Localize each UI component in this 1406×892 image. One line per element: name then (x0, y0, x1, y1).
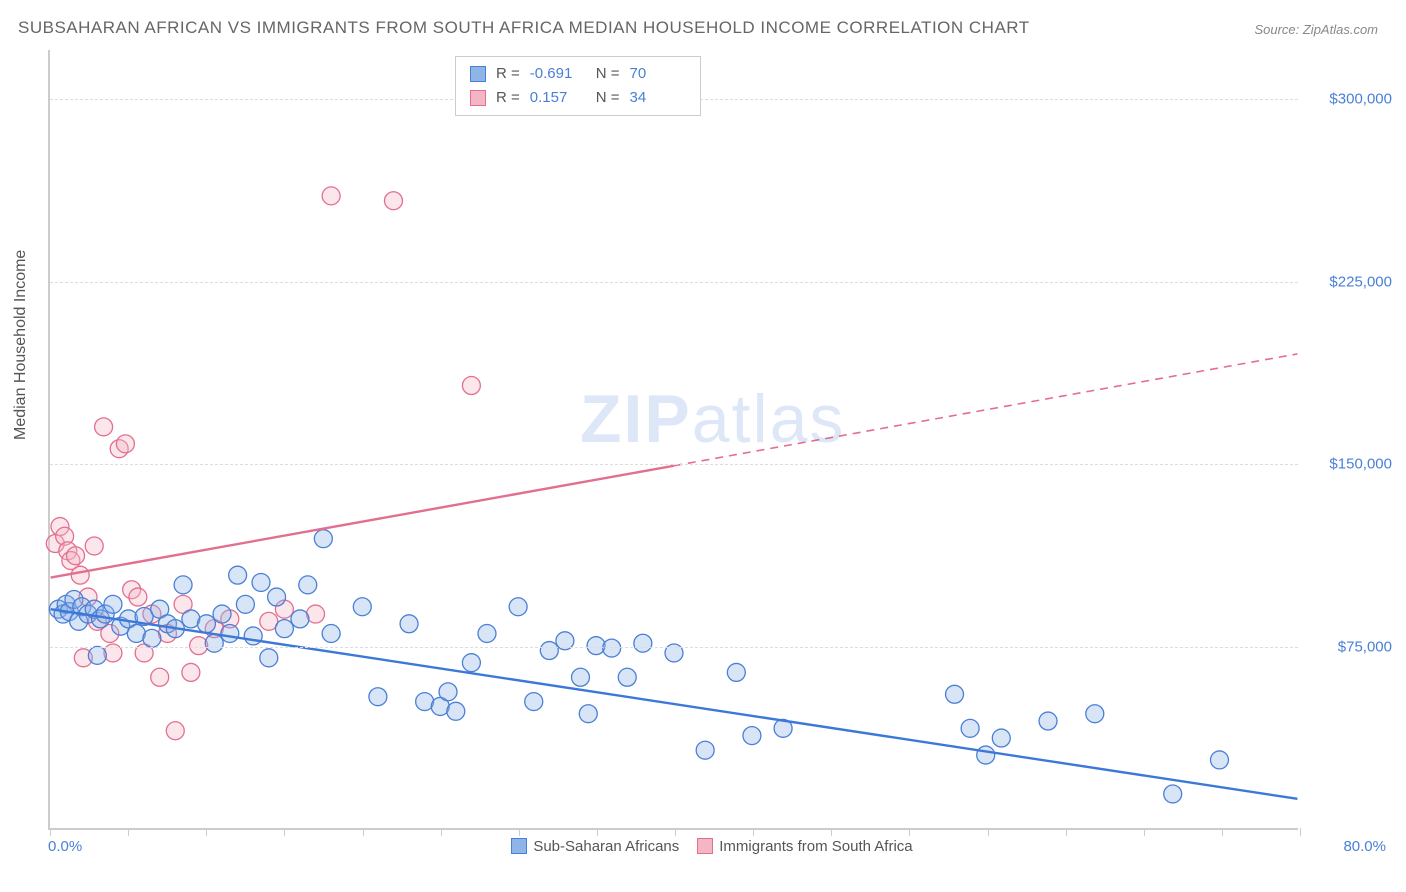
data-point[interactable] (116, 435, 134, 453)
data-point[interactable] (618, 668, 636, 686)
data-point[interactable] (478, 625, 496, 643)
data-point[interactable] (151, 668, 169, 686)
regression-line-extrapolated (674, 354, 1297, 466)
data-point[interactable] (85, 537, 103, 555)
data-point[interactable] (129, 588, 147, 606)
data-point[interactable] (579, 705, 597, 723)
data-point[interactable] (236, 595, 254, 613)
data-point[interactable] (291, 610, 309, 628)
x-tick (988, 828, 989, 836)
chart-svg (50, 50, 1298, 828)
y-tick-label: $75,000 (1304, 639, 1392, 656)
legend-swatch (511, 838, 527, 854)
data-point[interactable] (314, 530, 332, 548)
x-tick (519, 828, 520, 836)
data-point[interactable] (509, 598, 527, 616)
y-tick-label: $300,000 (1304, 90, 1392, 107)
data-point[interactable] (252, 573, 270, 591)
regression-line (51, 609, 1298, 799)
data-point[interactable] (205, 634, 223, 652)
data-point[interactable] (525, 693, 543, 711)
data-point[interactable] (727, 663, 745, 681)
x-tick (206, 828, 207, 836)
data-point[interactable] (946, 685, 964, 703)
bottom-legend: Sub-Saharan Africans Immigrants from Sout… (0, 838, 1406, 855)
data-point[interactable] (977, 746, 995, 764)
data-point[interactable] (1086, 705, 1104, 723)
x-tick (363, 828, 364, 836)
legend-swatch (470, 90, 486, 106)
data-point[interactable] (268, 588, 286, 606)
data-point[interactable] (353, 598, 371, 616)
x-tick (909, 828, 910, 836)
x-tick (1144, 828, 1145, 836)
x-tick (441, 828, 442, 836)
data-point[interactable] (961, 719, 979, 737)
x-tick (597, 828, 598, 836)
data-point[interactable] (369, 688, 387, 706)
y-axis-label: Median Household Income (12, 250, 30, 440)
gridline (50, 647, 1298, 648)
data-point[interactable] (384, 192, 402, 210)
gridline (50, 282, 1298, 283)
data-point[interactable] (743, 727, 761, 745)
data-point[interactable] (572, 668, 590, 686)
data-point[interactable] (439, 683, 457, 701)
x-tick (1222, 828, 1223, 836)
data-point[interactable] (1039, 712, 1057, 730)
chart-title: SUBSAHARAN AFRICAN VS IMMIGRANTS FROM SO… (18, 18, 1030, 38)
data-point[interactable] (229, 566, 247, 584)
legend-label: Sub-Saharan Africans (533, 838, 679, 855)
x-tick (831, 828, 832, 836)
data-point[interactable] (213, 605, 231, 623)
source-attribution: Source: ZipAtlas.com (1254, 22, 1378, 37)
x-tick (50, 828, 51, 836)
x-tick (753, 828, 754, 836)
data-point[interactable] (95, 418, 113, 436)
data-point[interactable] (322, 187, 340, 205)
x-tick (1066, 828, 1067, 836)
data-point[interactable] (104, 595, 122, 613)
x-tick (1300, 828, 1301, 836)
plot-area: $75,000$150,000$225,000$300,000 (48, 50, 1298, 830)
data-point[interactable] (400, 615, 418, 633)
data-point[interactable] (1164, 785, 1182, 803)
data-point[interactable] (244, 627, 262, 645)
x-tick (284, 828, 285, 836)
stats-row: R =-0.691N =70 (470, 62, 686, 86)
data-point[interactable] (260, 649, 278, 667)
data-point[interactable] (1210, 751, 1228, 769)
stats-row: R =0.157N =34 (470, 86, 686, 110)
data-point[interactable] (992, 729, 1010, 747)
data-point[interactable] (221, 625, 239, 643)
data-point[interactable] (197, 615, 215, 633)
data-point[interactable] (174, 576, 192, 594)
legend-swatch (470, 66, 486, 82)
data-point[interactable] (71, 566, 89, 584)
data-point[interactable] (67, 547, 85, 565)
data-point[interactable] (447, 702, 465, 720)
data-point[interactable] (462, 377, 480, 395)
data-point[interactable] (182, 663, 200, 681)
data-point[interactable] (299, 576, 317, 594)
gridline (50, 464, 1298, 465)
y-tick-label: $225,000 (1304, 273, 1392, 290)
x-tick (675, 828, 676, 836)
legend-swatch (697, 838, 713, 854)
stats-legend-box: R =-0.691N =70R =0.157N =34 (455, 56, 701, 116)
data-point[interactable] (462, 654, 480, 672)
data-point[interactable] (634, 634, 652, 652)
data-point[interactable] (88, 646, 106, 664)
data-point[interactable] (696, 741, 714, 759)
data-point[interactable] (275, 620, 293, 638)
data-point[interactable] (166, 722, 184, 740)
y-tick-label: $150,000 (1304, 456, 1392, 473)
data-point[interactable] (540, 642, 558, 660)
x-tick (128, 828, 129, 836)
data-point[interactable] (322, 625, 340, 643)
data-point[interactable] (143, 629, 161, 647)
regression-line (51, 466, 674, 578)
legend-label: Immigrants from South Africa (719, 838, 912, 855)
